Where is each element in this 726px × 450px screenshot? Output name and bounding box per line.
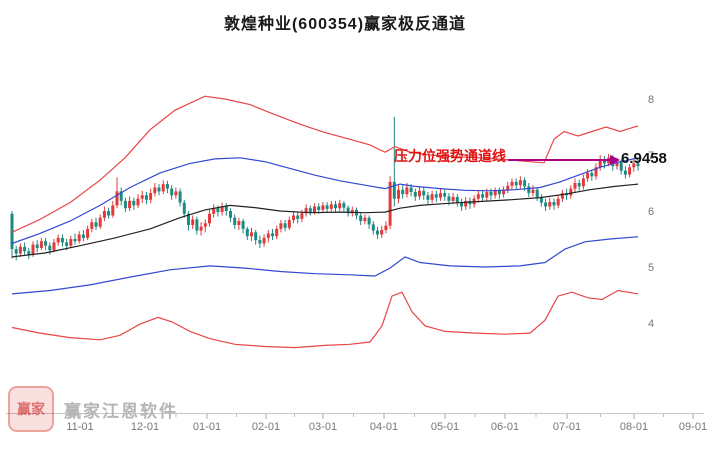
y-axis-label: 6 xyxy=(648,206,654,218)
x-axis-label: 12-01 xyxy=(131,421,159,433)
x-axis-label: 05-01 xyxy=(431,421,459,433)
x-axis-label: 08-01 xyxy=(620,421,648,433)
x-axis-label: 04-01 xyxy=(370,421,398,433)
arrow-head-icon xyxy=(610,155,620,165)
y-axis-label: 8 xyxy=(648,94,654,106)
watermark-logo: 赢家 xyxy=(8,386,54,432)
middle-black-line xyxy=(11,183,639,258)
x-axis-label: 03-01 xyxy=(309,421,337,433)
x-axis-label: 01-01 xyxy=(193,421,221,433)
lower-inner-blue-line xyxy=(11,236,639,295)
x-axis-label: 07-01 xyxy=(553,421,581,433)
y-axis-label: 7 xyxy=(648,150,654,162)
y-axis-label: 5 xyxy=(648,262,654,274)
pressure-arrow xyxy=(508,155,620,165)
candles-group xyxy=(10,116,640,261)
pressure-line-annotation: 压力位强势通道线 xyxy=(394,148,506,164)
lower-outer-red-line xyxy=(11,289,639,349)
upper-outer-red-line xyxy=(11,95,639,233)
pressure-value-label: 6.9458 xyxy=(621,150,667,167)
upper-inner-blue-line xyxy=(11,157,639,245)
x-axis-label: 09-01 xyxy=(679,421,707,433)
x-axis-label: 06-01 xyxy=(491,421,519,433)
chart-title: 敦煌种业(600354)赢家极反通道 xyxy=(223,16,467,33)
watermark-seal-text: 赢家 xyxy=(17,401,45,417)
x-axis-label: 11-01 xyxy=(66,421,93,433)
x-axis-group: 11-01 12-01 01-01 02-01 03-01 04-01 05-01 06-01… xyxy=(6,413,707,433)
watermark-brand: 赢家江恩软件 xyxy=(64,401,178,421)
watermark: 赢家 赢家江恩软件 xyxy=(8,386,178,432)
channel-lines-group xyxy=(11,95,639,349)
y-axis-label: 4 xyxy=(648,318,654,330)
y-axis-group: 8 7 6 5 4 xyxy=(648,94,654,330)
x-axis-label: 02-01 xyxy=(252,421,280,433)
